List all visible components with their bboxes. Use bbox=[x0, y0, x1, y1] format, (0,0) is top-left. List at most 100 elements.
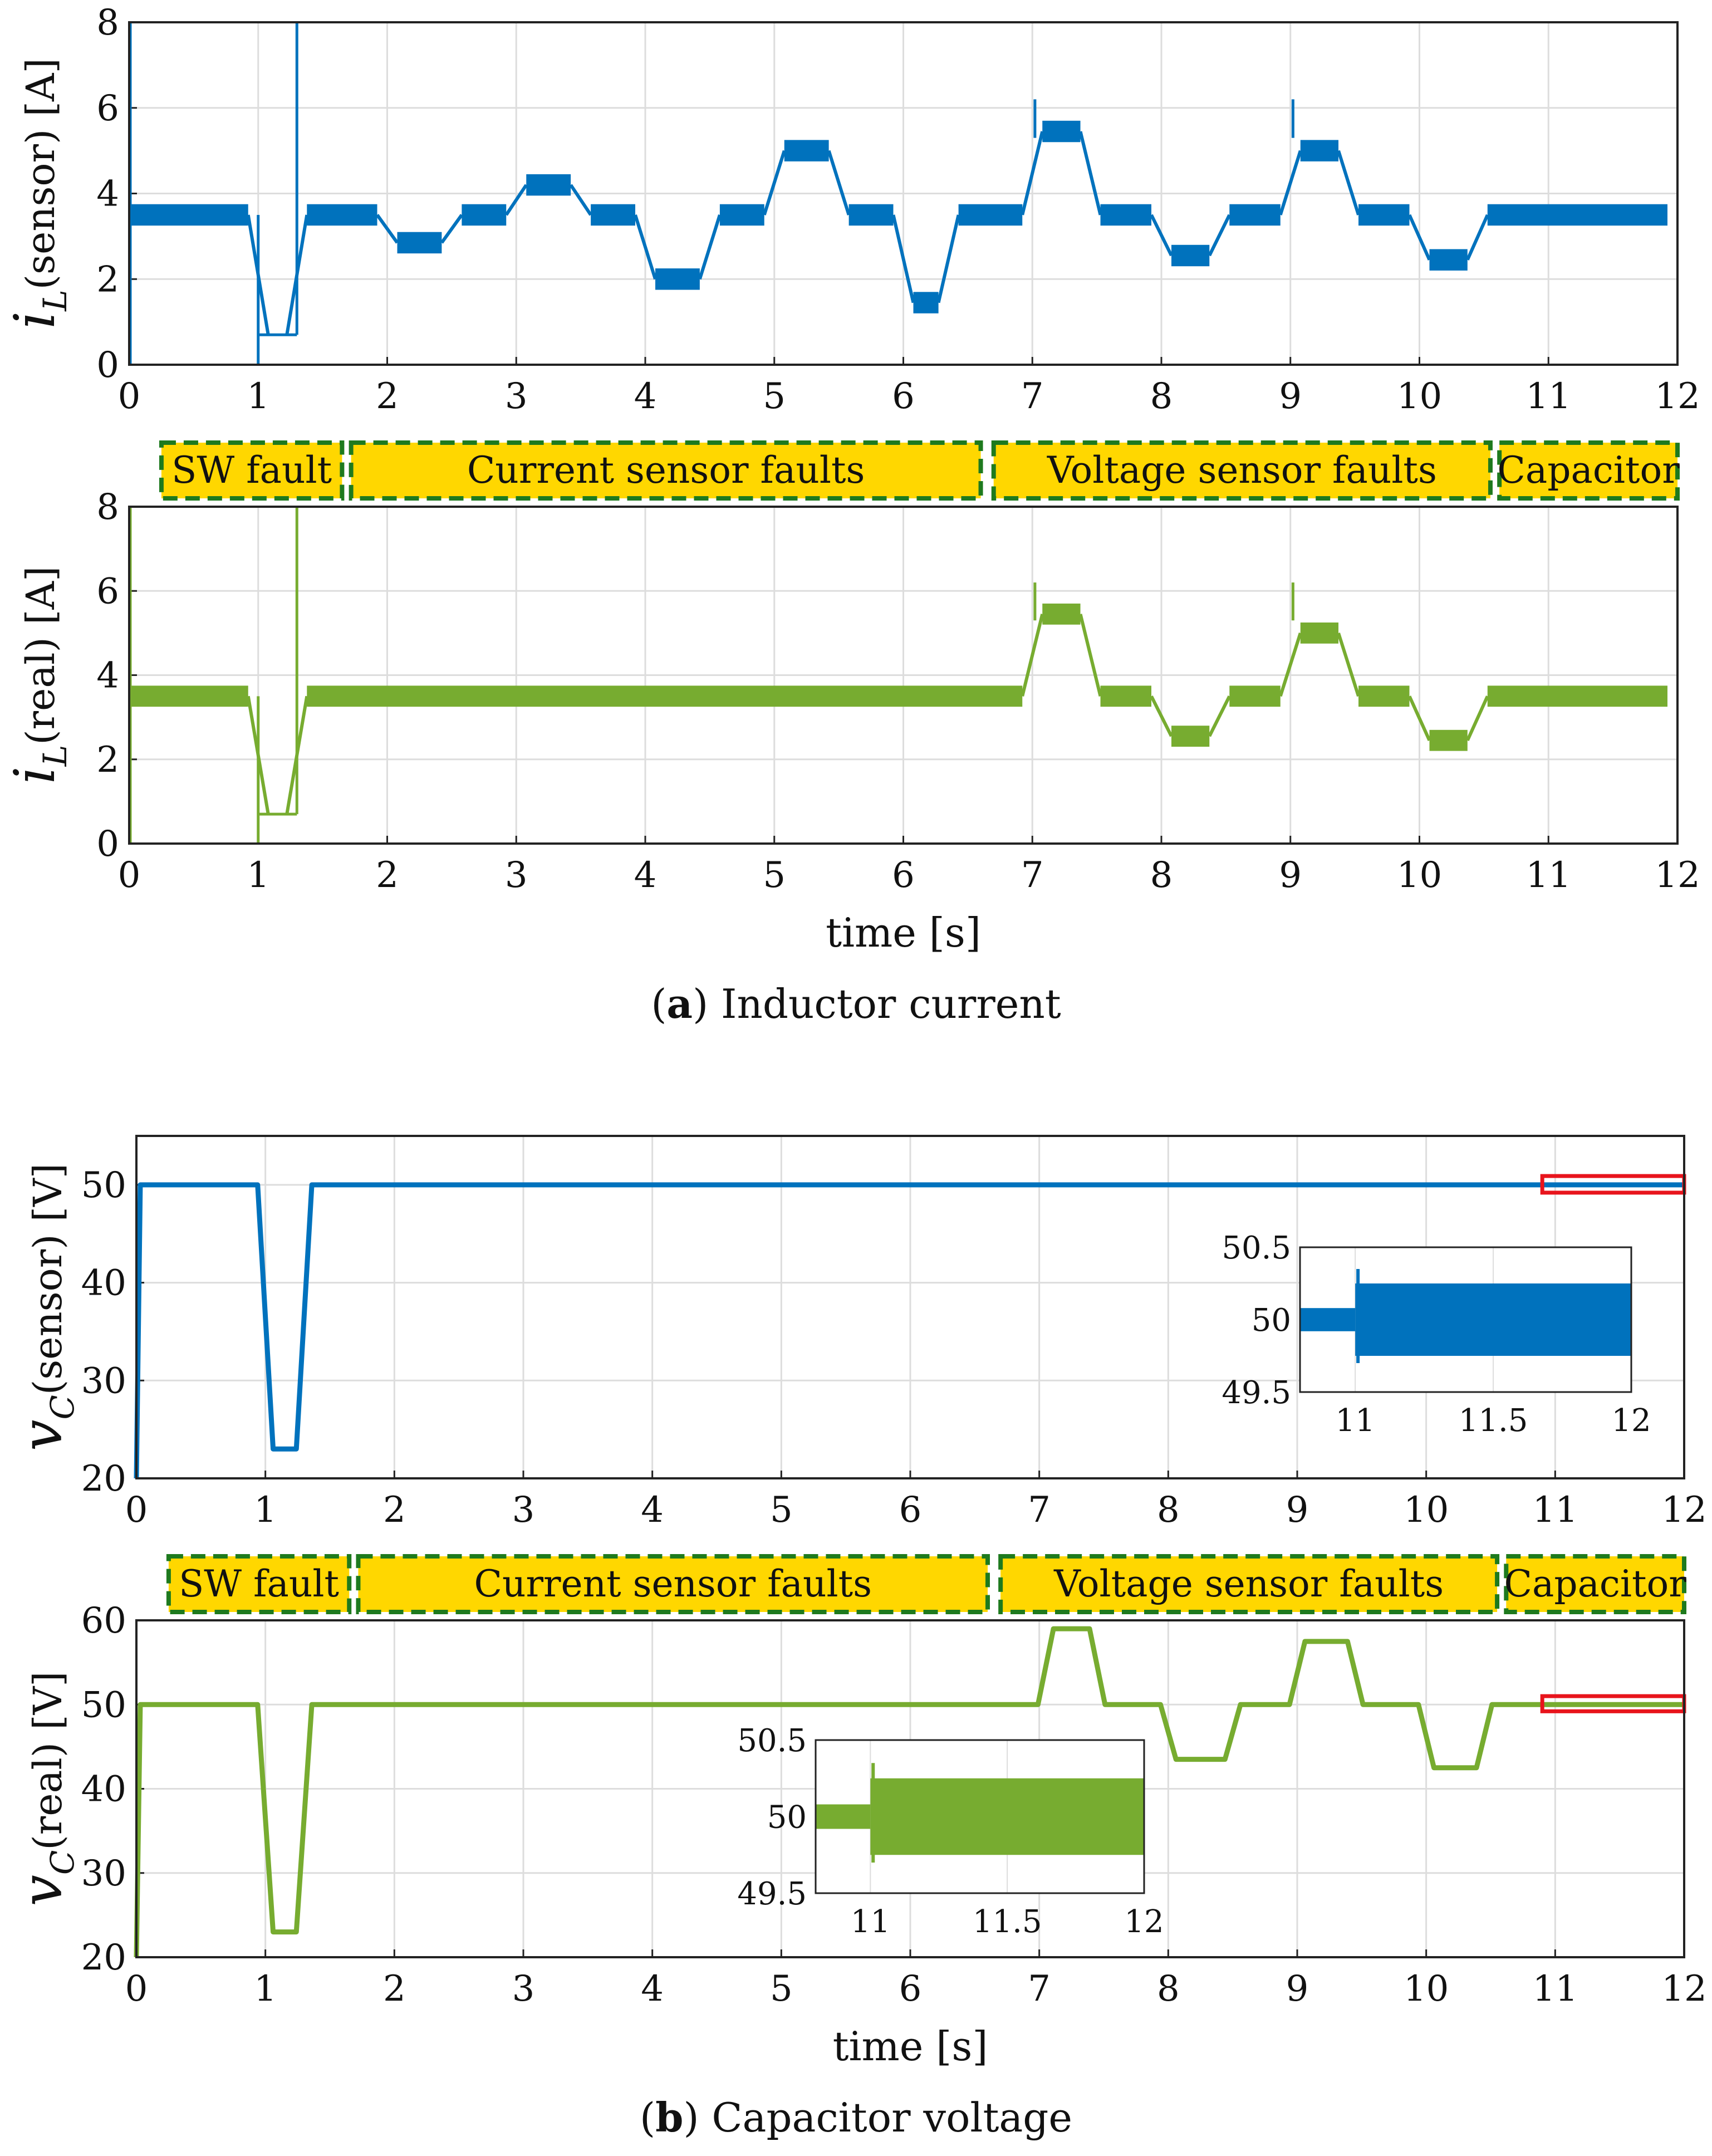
x-tick-label: 5 bbox=[770, 1968, 793, 2010]
series-transition bbox=[1407, 214, 1431, 261]
fault-band bbox=[356, 1554, 990, 1614]
series-segment bbox=[1042, 603, 1081, 625]
caption-b: (b) Capacitor voltage bbox=[640, 2094, 1072, 2141]
x-tick-label: 0 bbox=[125, 1489, 148, 1531]
y-tick-label: 6 bbox=[96, 88, 119, 129]
series-segment bbox=[1042, 120, 1081, 143]
x-tick-label: 2 bbox=[383, 1968, 406, 2010]
series-segment bbox=[1229, 685, 1281, 707]
series-segment bbox=[591, 204, 635, 226]
series-segment bbox=[784, 140, 829, 161]
x-tick-label: 3 bbox=[505, 376, 528, 417]
series-segment bbox=[1100, 685, 1151, 707]
series-transition bbox=[1278, 150, 1302, 215]
caption-b-text: Capacitor voltage bbox=[712, 2094, 1072, 2141]
series-segment bbox=[1358, 685, 1410, 707]
x-tick-label: 0 bbox=[118, 376, 141, 417]
series-segment bbox=[1429, 729, 1468, 751]
y-axis-label-subscript: C bbox=[43, 1395, 81, 1419]
x-tick-label: 12 bbox=[1661, 1968, 1706, 2010]
x-tick-label: 9 bbox=[1279, 855, 1302, 896]
inset-x-tick-label: 12 bbox=[1611, 1403, 1651, 1439]
x-tick-label: 9 bbox=[1279, 376, 1302, 417]
y-axis-label-text: (real) [V] bbox=[25, 1672, 71, 1850]
y-tick-label: 6 bbox=[96, 571, 119, 612]
series-transition bbox=[1407, 695, 1431, 741]
x-tick-label: 0 bbox=[125, 1968, 148, 2010]
x-tick-label: 4 bbox=[641, 1489, 664, 1531]
y-axis-label: iL(real) [A] bbox=[2, 566, 74, 785]
series-segment bbox=[462, 204, 507, 226]
x-axis-label: time [s] bbox=[826, 909, 981, 956]
series-segment bbox=[526, 174, 571, 196]
y-tick-label: 50 bbox=[81, 1165, 126, 1206]
fault-band-label: Current sensor faults bbox=[474, 1562, 872, 1605]
x-tick-label: 1 bbox=[247, 855, 269, 896]
series-segment bbox=[848, 204, 894, 226]
y-axis-label-subscript: C bbox=[43, 1850, 81, 1875]
inset-border bbox=[1299, 1246, 1632, 1393]
series-line bbox=[134, 1626, 1684, 1958]
inset-band-after bbox=[870, 1778, 1144, 1855]
x-tick-label: 6 bbox=[892, 376, 915, 417]
x-tick-label: 4 bbox=[634, 376, 657, 417]
x-tick-label: 11 bbox=[1526, 855, 1571, 896]
series-line bbox=[134, 1182, 1684, 1479]
fault-band bbox=[998, 1554, 1500, 1614]
y-axis-label-text: (sensor) [V] bbox=[25, 1163, 71, 1395]
fault-band-label: SW fault bbox=[179, 1562, 339, 1605]
fault-bands: SW fault Current sensor faults Voltage sen… bbox=[166, 1554, 1686, 1614]
axes-box bbox=[135, 1619, 1685, 1958]
x-tick-label: 12 bbox=[1655, 376, 1700, 417]
fault-band bbox=[1497, 440, 1680, 501]
series-iL_real bbox=[129, 507, 1667, 844]
series-transition bbox=[1150, 214, 1173, 257]
y-tick-label: 8 bbox=[96, 487, 119, 528]
series-segment bbox=[958, 204, 1023, 226]
y-axis-label-subscript: L bbox=[36, 745, 74, 767]
inset-band-after bbox=[1355, 1283, 1631, 1356]
y-axis-label-symbol: v bbox=[9, 1419, 75, 1451]
fault-band-label: Capacitor bbox=[1497, 449, 1680, 492]
inset-band-before bbox=[1300, 1308, 1356, 1331]
series-transition bbox=[1208, 214, 1231, 257]
series-segment bbox=[307, 204, 377, 226]
series-transition bbox=[1466, 214, 1489, 261]
y-axis-label: vC(real) [V] bbox=[9, 1672, 81, 1907]
series-segment bbox=[1229, 204, 1281, 226]
fault-band bbox=[166, 1554, 352, 1614]
fault-band-label: Voltage sensor faults bbox=[1047, 449, 1437, 492]
fault-band-label: SW fault bbox=[171, 449, 332, 492]
x-tick-label: 1 bbox=[254, 1968, 277, 2010]
x-tick-label: 10 bbox=[1404, 1489, 1449, 1531]
inset-x-tick-label: 11 bbox=[851, 1904, 890, 1940]
x-tick-label: 3 bbox=[505, 855, 528, 896]
x-tick-label: 6 bbox=[899, 1968, 922, 2010]
x-tick-label: 8 bbox=[1150, 376, 1173, 417]
inset-y-tick-label: 50.5 bbox=[737, 1723, 807, 1759]
inset-band-before bbox=[816, 1804, 871, 1829]
y-tick-label: 4 bbox=[96, 655, 119, 697]
caption-a: (a) Inductor current bbox=[651, 980, 1061, 1027]
y-tick-label: 40 bbox=[81, 1769, 126, 1810]
x-axis-label: time [s] bbox=[833, 2023, 988, 2070]
series-segment bbox=[1487, 204, 1667, 226]
series-segment bbox=[397, 232, 442, 254]
series-transition bbox=[504, 184, 528, 216]
inset-y-tick-label: 50 bbox=[1252, 1302, 1291, 1339]
caption-b-letter: b bbox=[655, 2094, 684, 2141]
caption-a-text: Inductor current bbox=[721, 981, 1061, 1027]
series-segment bbox=[307, 685, 1023, 707]
series-transition bbox=[762, 150, 786, 215]
series-segment bbox=[655, 268, 700, 290]
fault-bands: SW fault Current sensor faults Voltage sen… bbox=[159, 440, 1680, 501]
y-tick-label: 2 bbox=[96, 259, 119, 300]
x-tick-label: 8 bbox=[1157, 1489, 1180, 1531]
y-tick-label: 30 bbox=[81, 1360, 126, 1402]
y-tick-label: 50 bbox=[81, 1684, 126, 1726]
inset-y-tick-label: 50.5 bbox=[1222, 1230, 1291, 1266]
inset-y-tick-label: 49.5 bbox=[737, 1876, 807, 1912]
series-segment bbox=[1358, 204, 1410, 226]
series-transition bbox=[1278, 632, 1302, 697]
